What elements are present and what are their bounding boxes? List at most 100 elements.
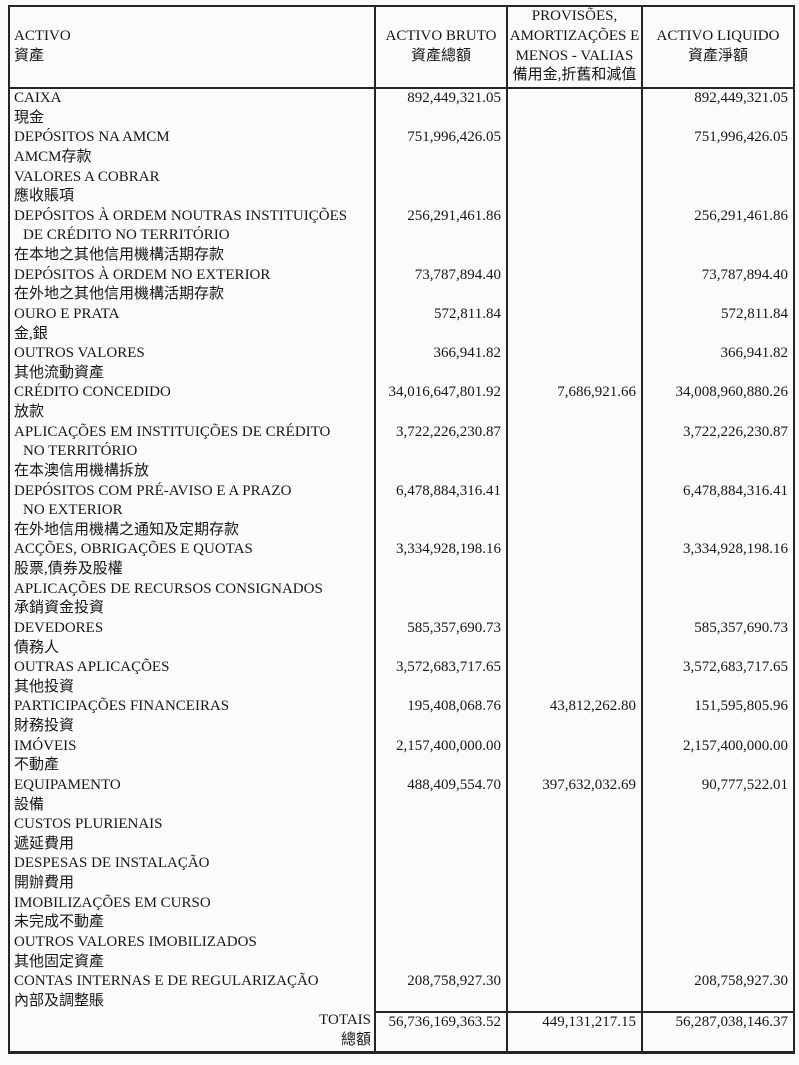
row-label: CAIXA 現金 [10, 89, 374, 128]
row-label-cn: 開辦費用 [14, 875, 75, 891]
row-liquido-value: 34,008,960,880.26 [641, 383, 793, 423]
table-row: IMOBILIZAÇÕES EM CURSO 未完成不動產 [10, 893, 793, 933]
table-row: VALORES A COBRAR 應收賬項 [10, 167, 793, 207]
table-row: CONTAS INTERNAS E DE REGULARIZAÇÃO 內部及調整賬… [10, 972, 793, 1012]
row-label: DEPÓSITOS À ORDEM NOUTRAS INSTITUIÇÕES DE… [10, 207, 374, 266]
row-label-cn: 其他固定資產 [14, 953, 105, 970]
row-provisoes-value: 7,686,921.66 [506, 383, 641, 423]
row-label-pt: OUTRAS APLICAÇÕES [14, 659, 170, 676]
totals-label-cn: 總額 [340, 1032, 371, 1049]
row-liquido-value: 3,722,226,230.87 [641, 422, 793, 482]
row-label-pt: APLICAÇÕES EM INSTITUIÇÕES DE CRÉDITO [14, 423, 331, 440]
row-label-pt: IMOBILIZAÇÕES EM CURSO [14, 894, 211, 911]
table-row: OUTROS VALORES 其他流動資產 366,941.82 366,941.82 [10, 344, 793, 384]
header-col-activo-liquido: ACTIVO LIQUIDO 資產淨額 [641, 7, 793, 87]
row-label: DEPÓSITOS À ORDEM NO EXTERIOR 在外地之其他信用機構活… [10, 266, 374, 305]
row-provisoes-value [506, 167, 641, 207]
row-label-cn: 股票,債券及股權 [14, 561, 123, 577]
row-provisoes-value [506, 265, 641, 305]
row-liquido-value: 366,941.82 [641, 344, 793, 384]
row-liquido-value: 751,996,426.05 [641, 128, 793, 168]
row-bruto-value: 585,357,690.73 [374, 618, 506, 659]
row-bruto-value [374, 854, 506, 894]
row-liquido-value [641, 893, 793, 933]
table-row: CAIXA 現金 892,449,321.05 892,449,321.05 [10, 89, 793, 129]
row-bruto-value [374, 579, 506, 619]
table-row: DEVEDORES 債務人 585,357,690.73 585,357,690.73 [10, 618, 793, 659]
row-label-cn: 承銷資金投資 [14, 600, 105, 617]
table-header: ACTIVO 資產 ACTIVO BRUTO 資產總額 PROVISÕES, A… [10, 7, 793, 89]
row-label-pt: EQUIPAMENTO [14, 776, 121, 793]
table-row: PARTICIPAÇÕES FINANCEIRAS 財務投資 195,408,068… [10, 697, 793, 737]
row-label-cn: 金,銀 [14, 325, 48, 342]
row-label-pt: OUTROS VALORES IMOBILIZADOS [14, 933, 257, 950]
row-provisoes-value [506, 893, 641, 933]
row-provisoes-value [506, 304, 641, 345]
row-label-pt: DEPÓSITOS COM PRÉ-AVISO E A PRAZO [14, 482, 292, 499]
row-label-pt: PARTICIPAÇÕES FINANCEIRAS [14, 698, 230, 715]
row-bruto-value [374, 167, 506, 207]
row-bruto-value: 572,811.84 [374, 304, 506, 345]
row-label-pt: APLICAÇÕES DE RECURSOS CONSIGNADOS [14, 580, 323, 597]
row-provisoes-value [506, 422, 641, 482]
row-label: VALORES A COBRAR 應收賬項 [10, 168, 374, 207]
row-label-pt: NO EXTERIOR [23, 502, 123, 519]
totals-label: TOTAIS 總額 [10, 1011, 374, 1051]
totals-row: TOTAIS 總額 56,736,169,363.52 449,131,217.… [10, 1011, 793, 1052]
totals-label-pt: TOTAIS [319, 1012, 371, 1029]
row-label: IMÓVEIS 不動產 [10, 737, 374, 776]
row-bruto-value: 34,016,647,801.92 [374, 383, 506, 423]
table-row: IMÓVEIS 不動產 2,157,400,000.00 2,157,400,000.… [10, 736, 793, 776]
table-row: DEPÓSITOS NA AMCM AMCM存款 751,996,426.05 751… [10, 128, 793, 168]
row-label: APLICAÇÕES DE RECURSOS CONSIGNADOS 承銷資金投資 [10, 580, 374, 619]
row-label-pt: IMÓVEIS [14, 737, 77, 754]
row-bruto-value [374, 932, 506, 973]
table-row: OURO E PRATA 金,銀 572,811.84 572,811.84 [10, 304, 793, 345]
row-label-cn: 財務投資 [14, 718, 75, 734]
row-label: DESPESAS DE INSTALAÇÃO 開辦費用 [10, 854, 374, 893]
table-row: ACÇÕES, OBRIGAÇÕES E QUOTAS 股票,債券及股權 3,334… [10, 540, 793, 580]
row-label-pt: DEPÓSITOS À ORDEM NO EXTERIOR [14, 266, 271, 283]
row-liquido-value: 892,449,321.05 [641, 89, 793, 129]
row-bruto-value [374, 815, 506, 855]
row-bruto-value: 2,157,400,000.00 [374, 736, 506, 776]
table-row: OUTROS VALORES IMOBILIZADOS 其他固定資產 [10, 932, 793, 973]
row-label-cn: 其他流動資產 [14, 364, 105, 381]
row-label-pt: DEPÓSITOS À ORDEM NOUTRAS INSTITUIÇÕES [14, 207, 348, 224]
row-label: OUTROS VALORES IMOBILIZADOS 其他固定資產 [10, 933, 374, 972]
table-row: OUTRAS APLICAÇÕES 其他投資 3,572,683,717.65 3,5… [10, 658, 793, 698]
row-label-pt: OURO E PRATA [14, 305, 120, 322]
row-label-cn: 債務人 [14, 639, 60, 656]
row-label-cn: AMCM存款 [14, 148, 92, 165]
row-liquido-value: 6,478,884,316.41 [641, 481, 793, 541]
row-provisoes-value [506, 736, 641, 776]
row-bruto-value: 3,334,928,198.16 [374, 540, 506, 580]
row-label: CRÉDITO CONCEDIDO 放款 [10, 383, 374, 422]
row-provisoes-value [506, 658, 641, 698]
row-label: EQUIPAMENTO 設備 [10, 776, 374, 815]
row-label-cn: 在外地信用機構之通知及定期存款 [14, 521, 240, 538]
row-bruto-value: 208,758,927.30 [374, 972, 506, 1012]
row-provisoes-value [506, 618, 641, 659]
row-label-cn: 未完成不動產 [14, 914, 105, 931]
row-provisoes-value [506, 579, 641, 619]
row-label-cn: 內部及調整賬 [14, 992, 105, 1009]
row-provisoes-value [506, 854, 641, 894]
row-liquido-value [641, 579, 793, 619]
row-label: CUSTOS PLURIENAIS 遞延費用 [10, 815, 374, 854]
row-liquido-value [641, 854, 793, 894]
header-liquido-pt: ACTIVO LIQUIDO [656, 27, 780, 44]
header-provisoes-line1: PROVISÕES, [531, 8, 618, 24]
row-label: OURO E PRATA 金,銀 [10, 305, 374, 344]
row-label-pt: ACÇÕES, OBRIGAÇÕES E QUOTAS [14, 541, 253, 558]
header-activo-cn: 資產 [14, 47, 45, 64]
row-bruto-value: 73,787,894.40 [374, 265, 506, 305]
row-provisoes-value [506, 815, 641, 855]
header-activo-pt: ACTIVO [14, 27, 71, 44]
row-liquido-value: 2,157,400,000.00 [641, 736, 793, 776]
row-bruto-value: 256,291,461.86 [374, 206, 506, 266]
row-label-pt: OUTROS VALORES [14, 345, 145, 362]
row-liquido-value: 3,334,928,198.16 [641, 540, 793, 580]
row-bruto-value: 3,572,683,717.65 [374, 658, 506, 698]
row-label-cn: 現金 [14, 109, 45, 126]
